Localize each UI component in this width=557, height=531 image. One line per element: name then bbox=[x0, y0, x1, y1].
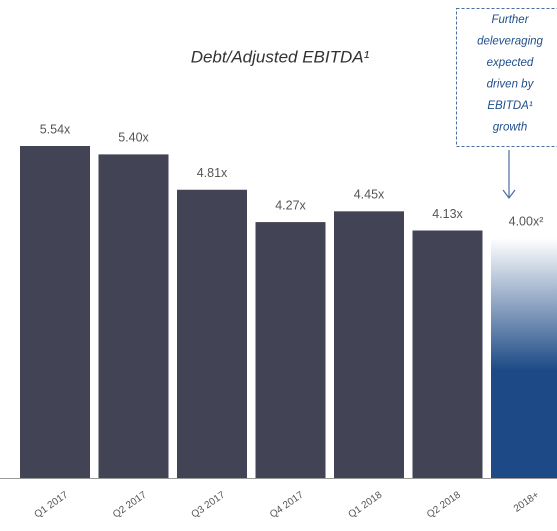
annotation-text: expected bbox=[487, 57, 534, 69]
x-tick-label: Q2 2018 bbox=[425, 489, 463, 520]
value-label: 5.40x bbox=[118, 131, 149, 145]
x-tick-label: Q3 2017 bbox=[189, 489, 227, 520]
value-label: 4.27x bbox=[275, 198, 306, 212]
annotation-text: growth bbox=[493, 122, 528, 134]
x-tick-label: Q1 2017 bbox=[32, 489, 70, 520]
annotation-text: Further bbox=[491, 14, 529, 26]
x-tick-label: Q1 2018 bbox=[346, 489, 384, 520]
bar bbox=[491, 238, 557, 478]
value-label: 4.00x² bbox=[509, 215, 544, 229]
bar bbox=[177, 189, 247, 478]
value-label: 4.45x bbox=[354, 188, 385, 202]
bar bbox=[255, 222, 326, 478]
x-tick-label: Q2 2017 bbox=[111, 489, 149, 520]
annotation-box bbox=[456, 8, 557, 147]
x-tick-label: 2018+ bbox=[512, 490, 541, 515]
x-tick-label: Q4 2017 bbox=[268, 489, 306, 520]
bar bbox=[412, 230, 483, 478]
bar bbox=[98, 154, 169, 478]
bar bbox=[334, 211, 404, 479]
bar bbox=[20, 146, 90, 478]
annotation-text: EBITDA¹ bbox=[487, 100, 533, 112]
chart-title: Debt/Adjusted EBITDA¹ bbox=[191, 47, 370, 66]
annotation-text: deleveraging bbox=[477, 36, 543, 48]
value-label: 5.54x bbox=[40, 122, 71, 136]
value-label: 4.13x bbox=[432, 207, 463, 221]
arrow-head bbox=[502, 189, 516, 199]
annotation-text: driven by bbox=[487, 79, 535, 91]
value-label: 4.81x bbox=[197, 166, 228, 180]
